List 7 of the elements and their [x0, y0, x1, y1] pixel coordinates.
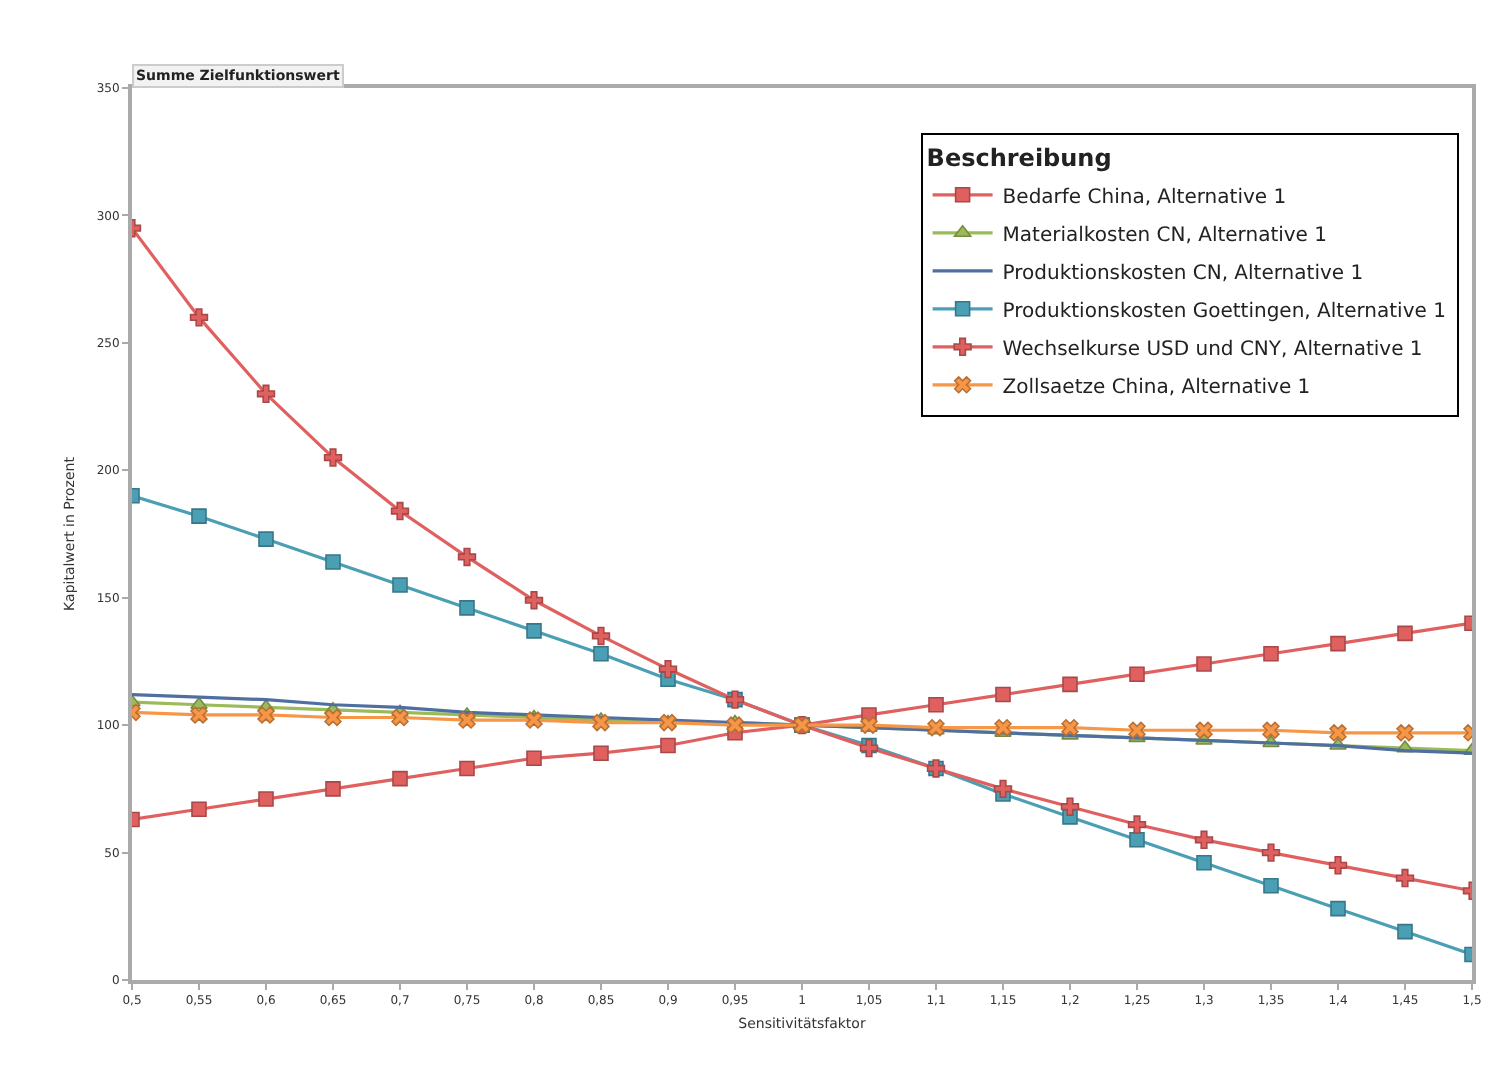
- legend-label: Bedarfe China, Alternative 1: [1002, 186, 1287, 209]
- legend-label: Wechselkurse USD und CNY, Alternative 1: [1002, 338, 1423, 361]
- legend-label: Zollsaetze China, Alternative 1: [1002, 376, 1311, 399]
- legend-label: Produktionskosten Goettingen, Alternative 1: [1002, 300, 1446, 323]
- legend-label: Materialkosten CN, Alternative 1: [1002, 224, 1328, 247]
- legend-title: Beschreibung: [926, 143, 1112, 172]
- legend-label: Produktionskosten CN, Alternative 1: [1002, 262, 1364, 285]
